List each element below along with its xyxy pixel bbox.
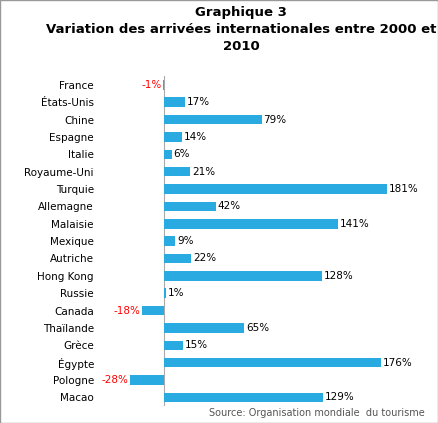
Bar [164, 393, 323, 402]
Text: 15%: 15% [185, 340, 208, 350]
Text: 6%: 6% [173, 149, 190, 159]
Bar [164, 219, 338, 228]
Bar [164, 341, 183, 350]
Bar [130, 375, 164, 385]
Bar [164, 132, 182, 142]
Text: 22%: 22% [193, 253, 216, 264]
Text: 141%: 141% [339, 219, 369, 229]
Text: Source: Organisation mondiale  du tourisme: Source: Organisation mondiale du tourism… [209, 408, 425, 418]
Text: 181%: 181% [389, 184, 419, 194]
Text: 65%: 65% [246, 323, 269, 333]
Text: 79%: 79% [263, 115, 286, 124]
Bar [164, 323, 244, 333]
Bar [164, 236, 176, 246]
Text: 128%: 128% [324, 271, 353, 281]
Bar [164, 202, 216, 211]
Bar [164, 115, 261, 124]
Text: 21%: 21% [192, 167, 215, 177]
Text: -18%: -18% [113, 305, 141, 316]
Bar [164, 271, 322, 280]
Text: Graphique 3
Variation des arrivées internationales entre 2000 et
2010: Graphique 3 Variation des arrivées inter… [46, 6, 436, 53]
Text: 1%: 1% [167, 288, 184, 298]
Text: 9%: 9% [177, 236, 194, 246]
Text: 176%: 176% [383, 358, 413, 368]
Bar [164, 184, 387, 194]
Bar [164, 288, 166, 298]
Bar [142, 306, 164, 316]
Bar [164, 358, 381, 368]
Bar [163, 80, 164, 90]
Bar [164, 254, 191, 263]
Text: 17%: 17% [187, 97, 210, 107]
Text: 14%: 14% [184, 132, 207, 142]
Text: -28%: -28% [101, 375, 128, 385]
Text: 42%: 42% [218, 201, 241, 212]
Bar [164, 97, 185, 107]
Text: 129%: 129% [325, 393, 355, 402]
Text: -1%: -1% [141, 80, 161, 90]
Bar [164, 149, 172, 159]
Bar [164, 167, 190, 176]
